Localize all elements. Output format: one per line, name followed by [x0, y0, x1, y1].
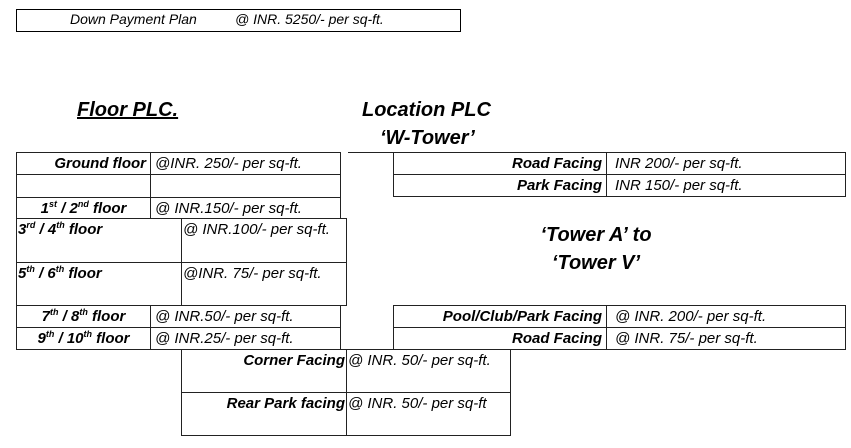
- floor-value: @ INR.150/- per sq-ft.: [150, 197, 341, 219]
- tower-av-title: ‘Tower A’ to ‘Tower V’: [496, 221, 696, 277]
- empty-cell: [150, 174, 341, 198]
- tower-av-title-line1: ‘Tower A’ to: [540, 224, 652, 246]
- payment-plan-value: @ INR. 5250/- per sq-ft.: [235, 11, 384, 27]
- other-value: @ INR. 50/- per sq-ft: [346, 392, 511, 436]
- location-value: INR 150/- per sq-ft.: [606, 174, 846, 197]
- location-plc-title: Location PLC: [362, 99, 491, 121]
- floor-value: @ INR.100/- per sq-ft.: [181, 218, 347, 263]
- floor-label: 7th / 8th floor: [16, 305, 151, 328]
- location-value: @ INR. 75/- per sq-ft.: [606, 327, 846, 350]
- floor-label: 9th / 10th floor: [16, 327, 151, 350]
- location-value: @ INR. 200/- per sq-ft.: [606, 305, 846, 328]
- floor-label: Ground floor: [16, 152, 151, 175]
- empty-cell: [340, 305, 394, 350]
- location-label: Road Facing: [393, 152, 607, 175]
- floor-label: 1st / 2nd floor: [16, 197, 151, 219]
- floor-value: @ INR.25/- per sq-ft.: [150, 327, 341, 350]
- floor-plc-title: Floor PLC.: [77, 99, 179, 121]
- other-label: Rear Park facing: [181, 392, 347, 436]
- other-value: @ INR. 50/- per sq-ft.: [346, 349, 511, 393]
- floor-label: 3rd / 4th floor: [16, 218, 182, 263]
- location-label: Park Facing: [393, 174, 607, 197]
- w-tower-title: ‘W-Tower’: [380, 127, 475, 149]
- location-label: Road Facing: [393, 327, 607, 350]
- floor-value: @INR. 75/- per sq-ft.: [181, 262, 347, 306]
- location-label: Pool/Club/Park Facing: [393, 305, 607, 328]
- other-label: Corner Facing: [181, 349, 347, 393]
- empty-cell: [16, 174, 151, 198]
- tower-av-title-line2: ‘Tower V’: [551, 252, 641, 274]
- floor-value: @ INR.50/- per sq-ft.: [150, 305, 341, 328]
- floor-value: @INR. 250/- per sq-ft.: [150, 152, 341, 175]
- payment-plan-box: Down Payment Plan @ INR. 5250/- per sq-f…: [16, 9, 461, 32]
- floor-label: 5th / 6th floor: [16, 262, 182, 306]
- payment-plan-label: Down Payment Plan: [70, 11, 197, 27]
- location-value: INR 200/- per sq-ft.: [606, 152, 846, 175]
